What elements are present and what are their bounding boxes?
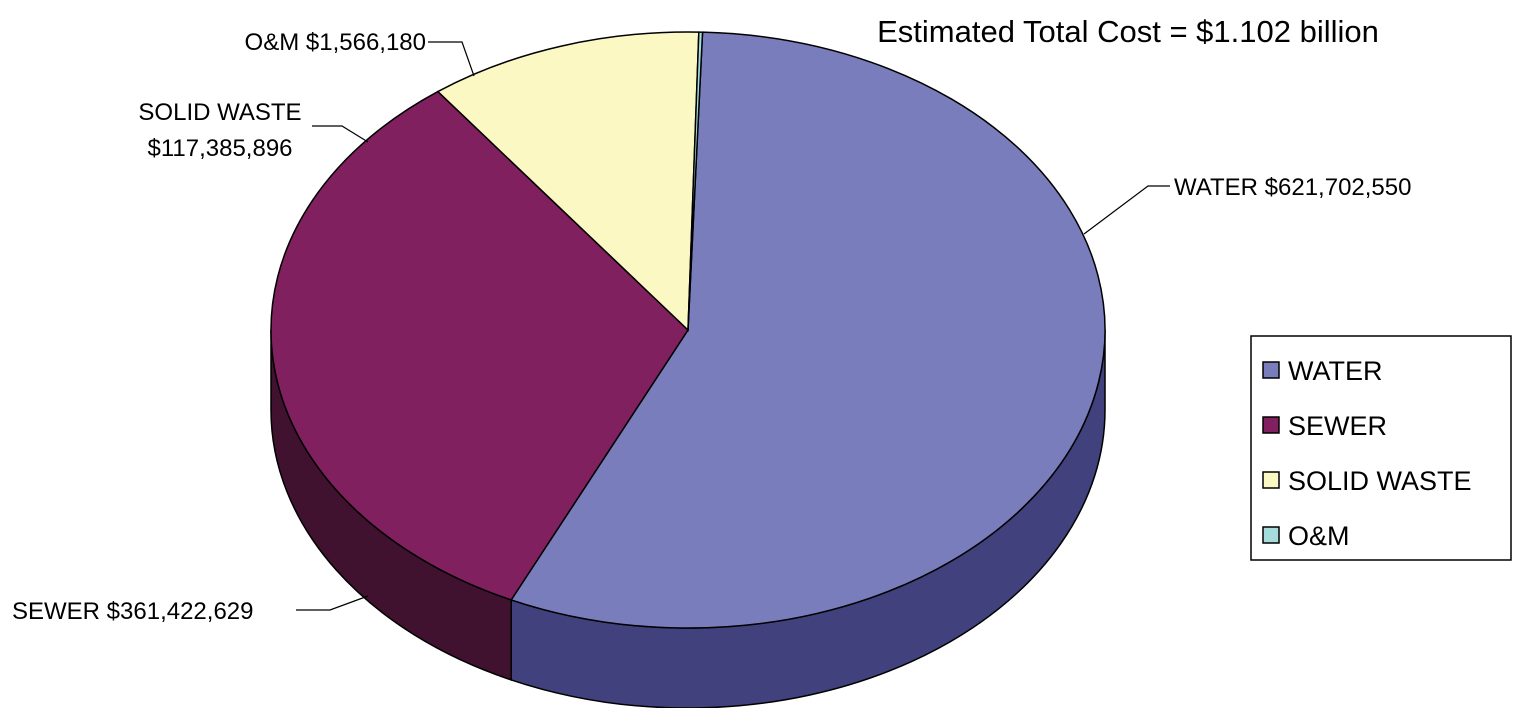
legend-swatch-water: [1262, 361, 1280, 379]
data-label-water: WATER $621,702,550: [1174, 174, 1411, 201]
legend-swatch-om: [1262, 526, 1280, 544]
data-label-solid-waste-name: SOLID WASTE: [138, 99, 301, 126]
legend-swatch-solid-waste: [1262, 471, 1280, 489]
chart-title: Estimated Total Cost = $1.102 billion: [877, 14, 1379, 49]
legend-label-om: O&M: [1288, 521, 1350, 551]
leader-line-water: [1083, 185, 1170, 235]
legend-label-water: WATER: [1288, 356, 1383, 386]
slice-sewer: [270, 90, 689, 601]
leader-line-om: [428, 41, 475, 77]
legend-label-sewer: SEWER: [1288, 411, 1387, 441]
slice-water: [510, 31, 1106, 629]
slice-om: [687, 31, 704, 331]
data-label-solid-waste-value: $117,385,896: [147, 135, 292, 162]
leader-line-solid-waste: [312, 125, 369, 143]
legend-box: [1250, 335, 1512, 561]
legend-swatch-sewer: [1262, 416, 1280, 434]
slice-solid-waste: [436, 31, 700, 332]
legend-label-solid-waste: SOLID WASTE: [1288, 466, 1472, 496]
leader-line-sewer: [296, 595, 369, 611]
legend: WATER SEWER SOLID WASTE O&M: [1250, 335, 1512, 561]
data-label-om: O&M $1,566,180: [245, 29, 426, 56]
data-label-sewer: SEWER $361,422,629: [12, 598, 254, 625]
